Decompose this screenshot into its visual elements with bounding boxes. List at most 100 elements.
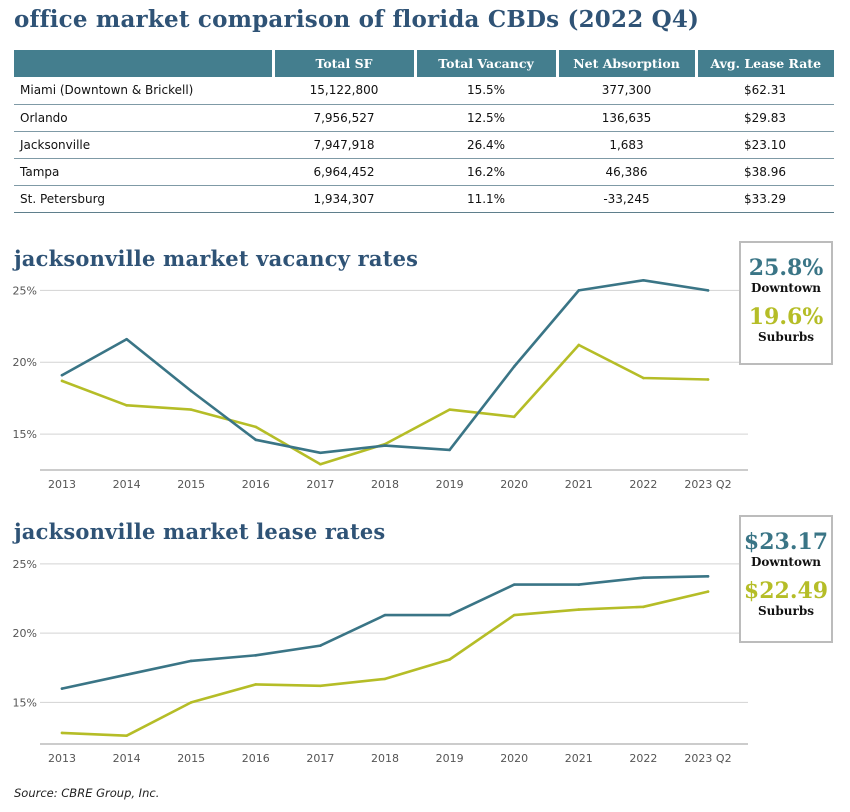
lease-downtown-point (189, 659, 193, 663)
vacancy-downtown-point (125, 337, 128, 341)
vacancy-downtown-point (512, 365, 516, 368)
vacancy-suburbs-point (254, 425, 258, 429)
vacancy-downtown-point (383, 444, 387, 447)
lease-x-tick-label: 2016 (242, 752, 270, 765)
lease-downtown-point (383, 613, 387, 617)
lease-suburbs-point (577, 608, 581, 611)
vacancy-suburbs-point (319, 462, 322, 466)
vacancy-x-tick-label: 2018 (371, 478, 399, 491)
lease-x-tick-label: 2019 (436, 752, 464, 765)
lease-downtown-point (254, 654, 258, 657)
header-market (14, 50, 275, 77)
lease-downtown-point (577, 583, 581, 586)
lease-downtown-point (512, 583, 516, 586)
lease-suburbs-value: $22.49 (743, 578, 829, 604)
vacancy-suburbs-point (706, 378, 710, 381)
lease-suburbs-line (60, 590, 710, 737)
lease-suburbs-point (125, 734, 128, 737)
cbd-comparison-table: Total SF Total Vacancy Net Absorption Av… (14, 50, 834, 213)
lease-x-tick-label: 2015 (177, 752, 205, 765)
cell-avg-lease-rate: $23.10 (696, 131, 834, 159)
vacancy-suburbs-value: 19.6% (748, 304, 824, 330)
vacancy-downtown-point (706, 289, 710, 292)
table-row: Jacksonville 7,947,918 26.4% 1,683 $23.1… (14, 131, 834, 159)
vacancy-suburbs-point (60, 379, 64, 383)
lease-x-tick-label: 2023 Q2 (684, 752, 731, 765)
cell-total-vacancy: 26.4% (415, 131, 557, 159)
lease-suburbs-point (706, 590, 710, 593)
cell-market: Tampa (14, 158, 273, 186)
lease-downtown-point (706, 575, 710, 578)
table-header-row: Total SF Total Vacancy Net Absorption Av… (14, 50, 834, 77)
header-net-absorption: Net Absorption (555, 50, 698, 77)
vacancy-x-tick-label: 2017 (306, 478, 334, 491)
cell-avg-lease-rate: $33.29 (696, 185, 834, 213)
cell-total-vacancy: 11.1% (415, 185, 557, 213)
vacancy-downtown-point (319, 451, 322, 455)
lease-x-tick-label: 2013 (48, 752, 76, 765)
vacancy-suburbs-point (642, 376, 645, 380)
vacancy-x-tick-label: 2015 (177, 478, 205, 491)
vacancy-x-tick-label: 2021 (565, 478, 593, 491)
cell-total-sf: 1,934,307 (273, 185, 415, 213)
cell-total-vacancy: 12.5% (415, 104, 557, 132)
cell-net-absorption: 1,683 (557, 131, 696, 159)
vacancy-suburbs-point (577, 343, 581, 347)
table-row: Orlando 7,956,527 12.5% 136,635 $29.83 (14, 104, 834, 132)
cell-market: Orlando (14, 104, 273, 132)
lease-x-tick-label: 2018 (371, 752, 399, 765)
cell-avg-lease-rate: $62.31 (696, 77, 834, 105)
lease-y-tick-label: 20% (13, 627, 37, 640)
cell-total-sf: 7,956,527 (273, 104, 415, 132)
vacancy-downtown-point (642, 279, 645, 282)
vacancy-suburbs-label: Suburbs (758, 330, 814, 344)
vacancy-y-tick-label: 20% (13, 356, 37, 369)
vacancy-downtown-label: Downtown (750, 281, 822, 295)
vacancy-x-tick-label: 2014 (113, 478, 141, 491)
lease-downtown-point (642, 576, 645, 580)
cell-market: Jacksonville (14, 131, 273, 159)
table-row: Tampa 6,964,452 16.2% 46,386 $38.96 (14, 158, 834, 186)
vacancy-downtown-point (189, 389, 193, 393)
vacancy-y-tick-label: 15% (13, 428, 37, 441)
lease-downtown-point (60, 687, 64, 690)
lease-y-tick-label: 15% (13, 696, 37, 709)
lease-suburbs-point (512, 613, 516, 617)
header-total-sf: Total SF (271, 50, 417, 77)
vacancy-downtown-point (448, 448, 451, 452)
lease-downtown-label: Downtown (750, 555, 822, 569)
vacancy-x-tick-label: 2022 (629, 478, 657, 491)
vacancy-x-tick-label: 2016 (242, 478, 270, 491)
lease-suburbs-point (60, 731, 64, 735)
lease-suburbs-point (448, 658, 451, 661)
cell-market: St. Petersburg (14, 185, 273, 213)
vacancy-downtown-value: 25.8% (748, 255, 824, 281)
lease-x-tick-label: 2017 (306, 752, 334, 765)
vacancy-suburbs-point (189, 408, 193, 411)
cell-net-absorption: 136,635 (557, 104, 696, 132)
vacancy-downtown-line (60, 279, 710, 455)
vacancy-suburbs-point (512, 415, 516, 419)
lease-x-tick-label: 2020 (500, 752, 528, 765)
vacancy-chart-title: jacksonville market vacancy rates (14, 246, 419, 271)
lease-suburbs-point (383, 677, 387, 681)
lease-rate-chart: 15% 20% 25% 2013 2014 2015 2016 2017 2018 2019 202… (13, 558, 748, 765)
lease-suburbs-point (319, 684, 322, 688)
cell-total-sf: 15,122,800 (273, 77, 415, 105)
cell-net-absorption: 46,386 (557, 158, 696, 186)
vacancy-downtown-point (577, 289, 581, 292)
lease-downtown-line (60, 574, 710, 690)
cell-total-sf: 6,964,452 (273, 158, 415, 186)
cell-avg-lease-rate: $38.96 (696, 158, 834, 186)
cell-total-sf: 7,947,918 (273, 131, 415, 159)
lease-suburbs-point (642, 605, 645, 609)
lease-callout: $23.17 Downtown $22.49 Suburbs (739, 515, 833, 643)
vacancy-x-tick-label: 2020 (500, 478, 528, 491)
lease-x-tick-label: 2014 (113, 752, 141, 765)
lease-y-tick-label: 25% (13, 558, 37, 571)
lease-downtown-value: $23.17 (743, 529, 829, 555)
cell-net-absorption: -33,245 (557, 185, 696, 213)
source-note: Source: CBRE Group, Inc. (14, 786, 160, 800)
header-avg-lease-rate: Avg. Lease Rate (694, 50, 834, 77)
table-row: Miami (Downtown & Brickell) 15,122,800 1… (14, 77, 834, 105)
